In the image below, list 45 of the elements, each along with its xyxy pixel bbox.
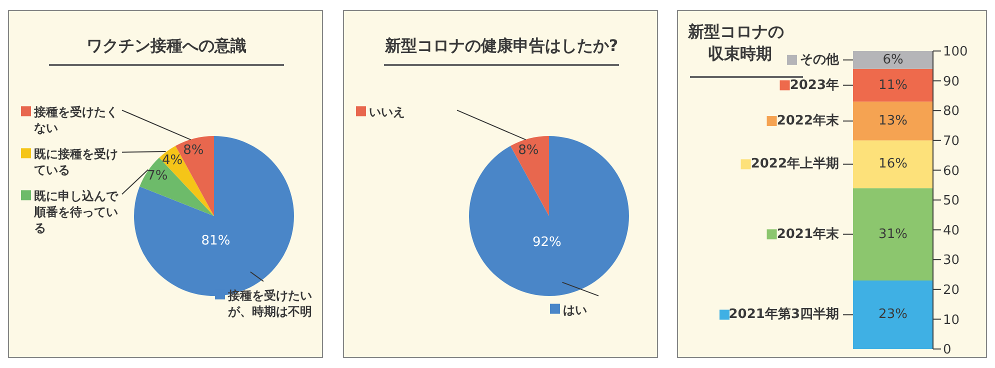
legend-label: 既に接種を受けている bbox=[34, 147, 118, 178]
data-label: 16% bbox=[878, 156, 908, 172]
data-label: 81% bbox=[201, 233, 230, 248]
y-tick-label: 90 bbox=[943, 74, 960, 90]
y-tick-label: 0 bbox=[943, 342, 952, 358]
chart-title: 新型コロナの収束時期 bbox=[687, 22, 784, 63]
legend-label: その他 bbox=[800, 52, 840, 68]
data-label: 8% bbox=[183, 143, 204, 158]
legend-label: いいえ bbox=[369, 105, 405, 120]
data-label: 8% bbox=[518, 143, 539, 158]
legend-label: 2021年第3四半期 bbox=[728, 307, 839, 322]
pie-slice bbox=[469, 136, 629, 296]
bar bbox=[853, 188, 933, 280]
legend-label: 2021年末 bbox=[776, 226, 840, 242]
legend-label: 既に申し込んで順番を待っている bbox=[33, 189, 119, 236]
bar bbox=[853, 140, 933, 188]
y-tick-label: 80 bbox=[943, 104, 960, 120]
y-tick-label: 50 bbox=[943, 194, 960, 209]
legend-label: 2023年 bbox=[790, 78, 839, 93]
bar bbox=[853, 280, 933, 349]
y-tick-label: 100 bbox=[943, 44, 968, 60]
y-tick-label: 60 bbox=[943, 164, 960, 179]
data-label: 92% bbox=[532, 235, 562, 250]
legend-label: 2022年末 bbox=[776, 114, 840, 129]
text: ワクチン接種への意識 bbox=[86, 36, 246, 55]
data-label: 13% bbox=[878, 114, 908, 129]
y-tick-label: 30 bbox=[943, 253, 960, 268]
y-tick-label: 20 bbox=[943, 283, 960, 298]
data-label: 4% bbox=[162, 153, 183, 168]
y-tick-label: 10 bbox=[943, 312, 960, 328]
bar bbox=[853, 51, 933, 69]
y-tick-label: 40 bbox=[943, 223, 960, 238]
data-label: 6% bbox=[882, 52, 904, 68]
data-label: 7% bbox=[147, 168, 168, 184]
data-label: 31% bbox=[878, 226, 908, 242]
legend-label: 接種を受けたくない bbox=[33, 105, 118, 136]
bar bbox=[853, 102, 933, 140]
legend-label: はい bbox=[563, 302, 587, 317]
y-tick-label: 70 bbox=[943, 134, 960, 150]
data-label: 23% bbox=[878, 307, 908, 322]
pie-slice bbox=[510, 136, 549, 216]
data-label: 11% bbox=[878, 78, 908, 93]
bar bbox=[853, 68, 933, 102]
legend-label: 2022年上半期 bbox=[750, 156, 839, 172]
text: 新型コロナの健康申告はしたか? bbox=[384, 36, 618, 55]
